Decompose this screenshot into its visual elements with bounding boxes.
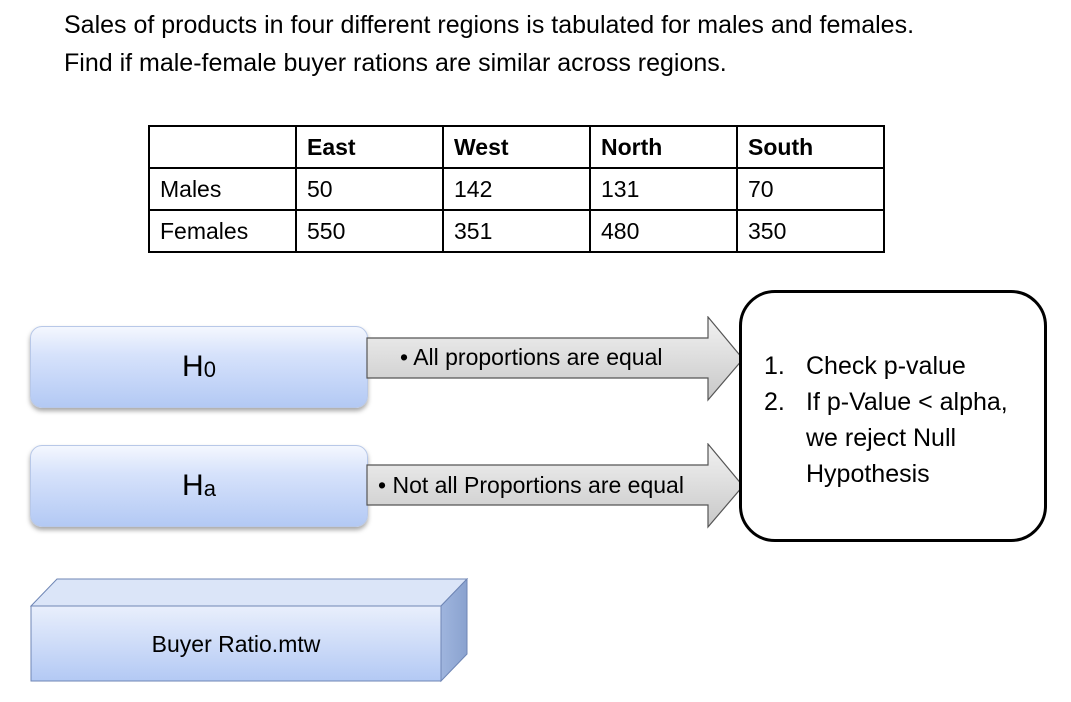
alt-hypothesis-subscript: a	[203, 476, 216, 501]
alt-hypothesis-symbol: H	[182, 469, 204, 502]
intro-text: Sales of products in four different regi…	[64, 6, 1054, 82]
null-hypothesis-arrow	[366, 316, 744, 402]
table-header-cell	[148, 125, 297, 169]
table-header-cell: South	[736, 125, 885, 169]
null-hypothesis-subscript: 0	[203, 357, 216, 382]
intro-line-2: Find if male-female buyer rations are si…	[64, 49, 727, 77]
null-hypothesis-statement: • All proportions are equal	[400, 344, 663, 370]
table-cell: 70	[736, 167, 885, 211]
null-hypothesis-symbol: H	[182, 350, 204, 383]
bullet-icon: •	[378, 472, 387, 498]
table-cell: 142	[442, 167, 591, 211]
table-header-cell: East	[295, 125, 444, 169]
table-row: Males 50 142 131 70	[148, 167, 885, 211]
table-cell: 50	[295, 167, 444, 211]
table-header-cell: West	[442, 125, 591, 169]
alt-hypothesis-arrow	[366, 443, 744, 529]
step-text: Check p-value	[806, 352, 966, 380]
table-cell: 350	[736, 209, 885, 253]
decision-steps-list: 1. Check p-value 2. If p-Value < alpha, …	[764, 348, 1034, 492]
table-cell: 550	[295, 209, 444, 253]
table-header-row: East West North South	[148, 125, 885, 169]
table-cell: 480	[589, 209, 738, 253]
intro-line-1: Sales of products in four different regi…	[64, 11, 915, 39]
table-cell: 131	[589, 167, 738, 211]
table-header-cell: North	[589, 125, 738, 169]
bullet-icon: •	[400, 344, 409, 370]
row-label: Females	[148, 209, 297, 253]
step-text: If p-Value < alpha, we reject Null Hypot…	[806, 388, 1008, 488]
file-box[interactable]	[30, 578, 470, 684]
list-item: 1. Check p-value	[764, 348, 1034, 384]
list-item: 2. If p-Value < alpha, we reject Null Hy…	[764, 384, 1034, 492]
table-row: Females 550 351 480 350	[148, 209, 885, 253]
row-label: Males	[148, 167, 297, 211]
file-label[interactable]: Buyer Ratio.mtw	[151, 630, 321, 657]
step-number: 2.	[764, 388, 785, 416]
sales-table: East West North South Males 50 142 131 7…	[148, 125, 885, 253]
decision-steps-box: 1. Check p-value 2. If p-Value < alpha, …	[739, 290, 1047, 542]
alt-hypothesis-statement: • Not all Proportions are equal	[378, 472, 684, 498]
step-number: 1.	[764, 352, 785, 380]
table-cell: 351	[442, 209, 591, 253]
